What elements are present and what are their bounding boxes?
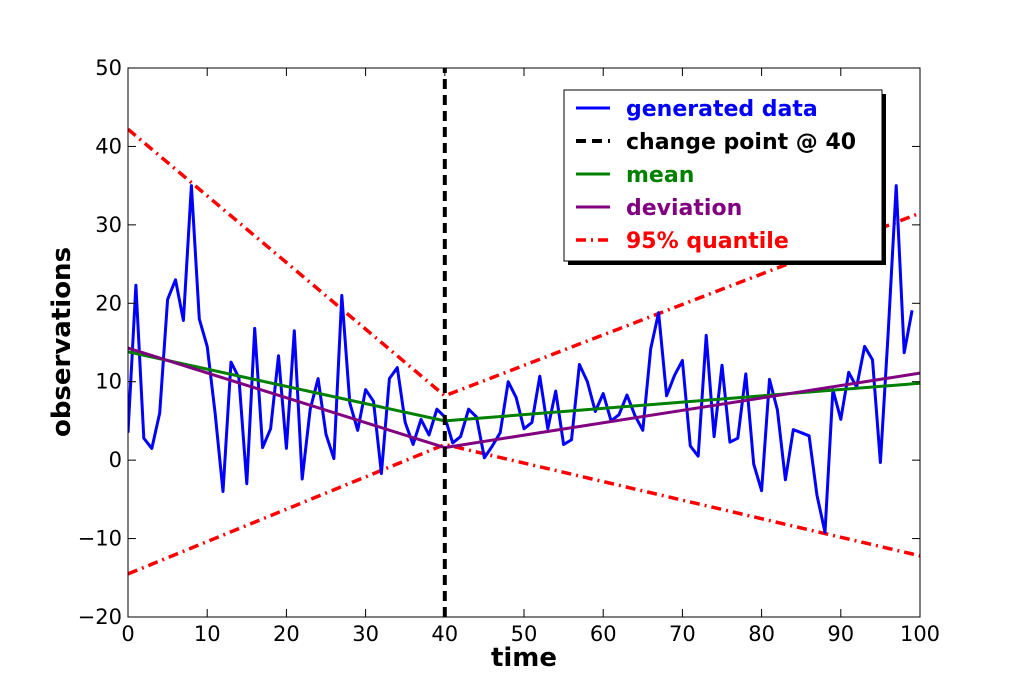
legend-label: generated data bbox=[626, 97, 818, 122]
y-tick-label: −10 bbox=[78, 527, 122, 551]
legend-label: change point @ 40 bbox=[626, 130, 856, 155]
x-tick-label: 30 bbox=[352, 622, 379, 646]
series-line-95-quantile-5 bbox=[128, 442, 920, 576]
series-layer bbox=[128, 68, 920, 617]
y-tick-label: 50 bbox=[95, 56, 122, 80]
y-tick-label: 40 bbox=[95, 134, 122, 158]
series-line-95-quantile-4 bbox=[128, 127, 920, 398]
x-tick-label: 0 bbox=[121, 622, 134, 646]
x-tick-label: 60 bbox=[590, 622, 617, 646]
y-axis-label: observations bbox=[47, 247, 77, 437]
y-tick-label: 0 bbox=[109, 448, 122, 472]
x-tick-label: 100 bbox=[900, 622, 940, 646]
x-tick-label: 40 bbox=[431, 622, 458, 646]
y-tick-label: 10 bbox=[95, 370, 122, 394]
y-tick-label: 20 bbox=[95, 291, 122, 315]
legend-label: 95% quantile bbox=[626, 229, 789, 254]
x-tick-label: 50 bbox=[511, 622, 538, 646]
x-tick-label: 10 bbox=[194, 622, 221, 646]
legend-label: mean bbox=[626, 163, 694, 188]
x-tick-label: 80 bbox=[748, 622, 775, 646]
y-tick-label: −20 bbox=[78, 605, 122, 629]
legend-label: deviation bbox=[626, 196, 742, 221]
legend: generated data change point @ 40 mean devia… bbox=[563, 89, 886, 265]
x-tick-label: 70 bbox=[669, 622, 696, 646]
ticks-layer: 0 10 20 30 40 50 60 70 80 90 100 −20 −10 0 10 20 30 40 50 bbox=[78, 56, 940, 646]
legend-box bbox=[563, 89, 883, 262]
y-tick-label: 30 bbox=[95, 213, 122, 237]
x-tick-label: 90 bbox=[827, 622, 854, 646]
x-axis-label: time bbox=[491, 643, 557, 673]
x-tick-label: 20 bbox=[273, 622, 300, 646]
